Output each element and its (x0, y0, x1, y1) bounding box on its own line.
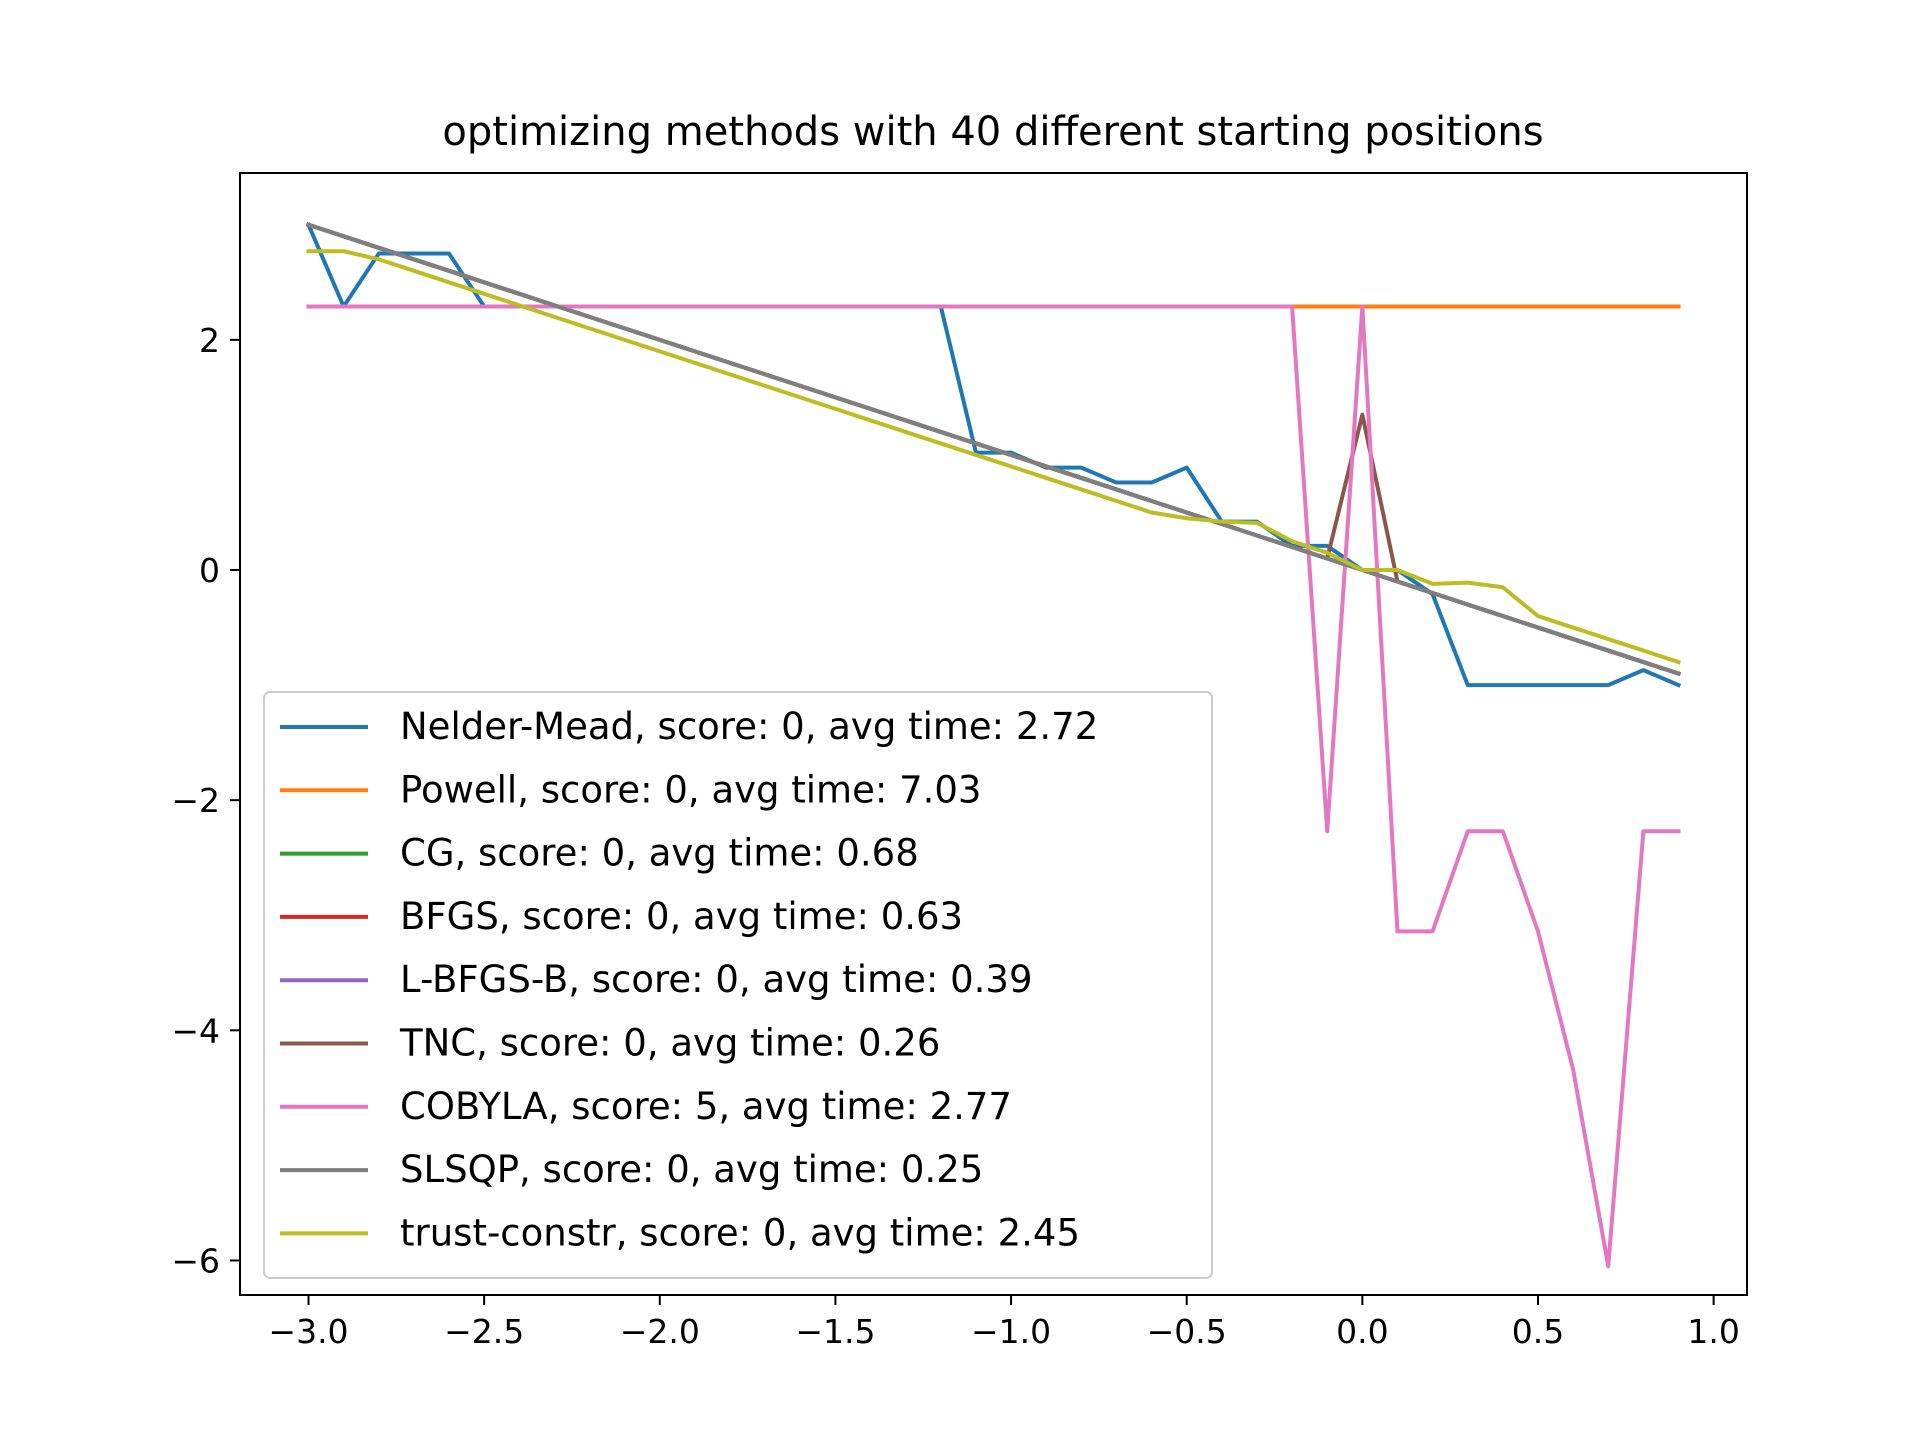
legend: Nelder-Mead, score: 0, avg time: 2.72 Pow… (263, 691, 1213, 1279)
x-tick-label: −1.0 (971, 1312, 1051, 1351)
x-tick-label: 1.0 (1687, 1312, 1739, 1351)
legend-label: BFGS, score: 0, avg time: 0.63 (400, 895, 963, 938)
y-tick-label: −2 (171, 781, 220, 820)
chart-title: optimizing methods with 40 different sta… (442, 109, 1543, 155)
x-tick-label: −1.5 (795, 1312, 875, 1351)
series-line-6 (306, 304, 1681, 1269)
x-tick-label: −3.0 (268, 1312, 348, 1351)
series-layer (305, 222, 1682, 1269)
series-line-7 (305, 222, 1682, 677)
x-tick-label: −2.0 (620, 1312, 700, 1351)
legend-label: Powell, score: 0, avg time: 7.03 (400, 768, 981, 811)
x-axis: −3.0 −2.5 −2.0 −1.5 −1.0 −0.5 0.0 0.5 1.0 (268, 1295, 1740, 1351)
x-tick-label: −2.5 (444, 1312, 524, 1351)
legend-label: Nelder-Mead, score: 0, avg time: 2.72 (400, 705, 1098, 748)
x-tick-label: −0.5 (1147, 1312, 1227, 1351)
series-line-8 (306, 249, 1682, 665)
x-tick-label: 0.5 (1512, 1312, 1564, 1351)
legend-label: L-BFGS-B, score: 0, avg time: 0.39 (400, 958, 1033, 1001)
legend-label: TNC, score: 0, avg time: 0.26 (399, 1022, 940, 1065)
x-tick-label: 0.0 (1336, 1312, 1388, 1351)
y-tick-label: −6 (171, 1241, 220, 1280)
plot-frame (239, 172, 1748, 1296)
y-tick-label: 0 (199, 551, 220, 590)
legend-box (263, 691, 1213, 1279)
y-axis: −6 −4 −2 0 2 (171, 321, 240, 1280)
legend-label: SLSQP, score: 0, avg time: 0.25 (400, 1148, 983, 1191)
legend-label: CG, score: 0, avg time: 0.68 (400, 832, 919, 875)
legend-label: trust-constr, score: 0, avg time: 2.45 (400, 1211, 1080, 1254)
y-tick-label: 2 (199, 321, 220, 360)
legend-label: COBYLA, score: 5, avg time: 2.77 (400, 1085, 1012, 1128)
y-tick-label: −4 (171, 1011, 220, 1050)
